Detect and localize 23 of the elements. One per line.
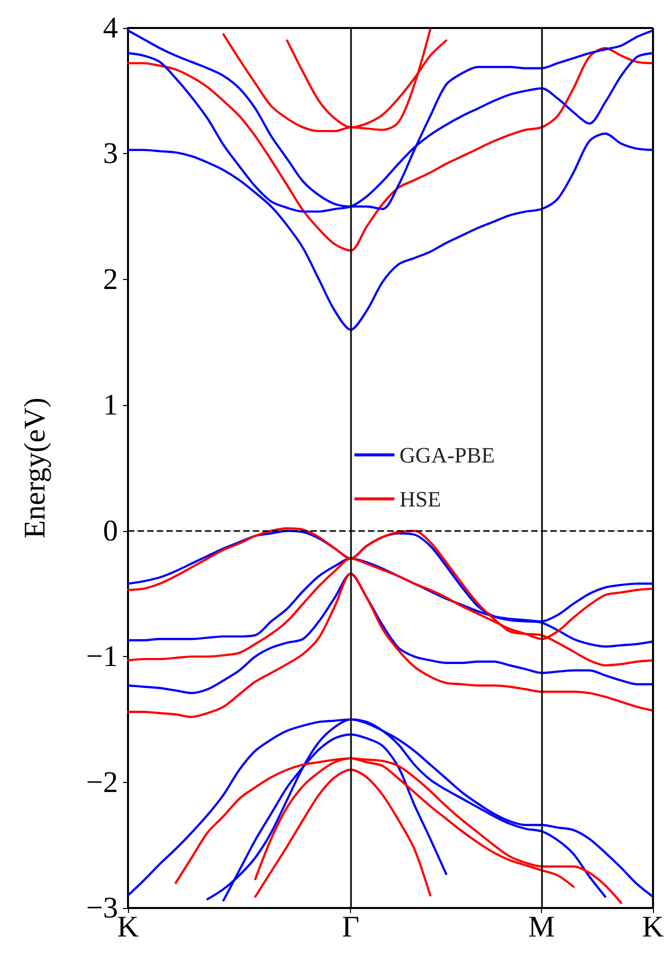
legend-label: HSE bbox=[399, 486, 442, 512]
line-series bbox=[254, 768, 432, 898]
line-series bbox=[126, 572, 654, 718]
y-tick-label: 2 bbox=[103, 262, 118, 296]
line-series bbox=[126, 47, 654, 252]
y-tick-label: −1 bbox=[86, 640, 118, 674]
line-series bbox=[174, 757, 622, 904]
y-tick-label: 0 bbox=[103, 514, 118, 548]
x-tick-label: K bbox=[642, 910, 664, 944]
y-tick-label: −2 bbox=[86, 766, 118, 799]
line-series bbox=[126, 572, 654, 694]
line-series bbox=[126, 718, 654, 898]
y-axis-title: Energy(eV) bbox=[18, 397, 52, 539]
line-series bbox=[126, 527, 654, 666]
y-tick-label: −3 bbox=[86, 892, 118, 924]
y-tick-label: 1 bbox=[103, 388, 118, 422]
line-series bbox=[126, 530, 654, 648]
y-tick-label: 3 bbox=[103, 137, 118, 170]
x-tick-label: M bbox=[528, 910, 555, 944]
legend-label: GGA-PBE bbox=[399, 442, 495, 468]
y-tick-label: 4 bbox=[103, 12, 118, 44]
x-tick-label: Γ bbox=[342, 910, 360, 944]
x-tick-label: K bbox=[117, 910, 140, 944]
